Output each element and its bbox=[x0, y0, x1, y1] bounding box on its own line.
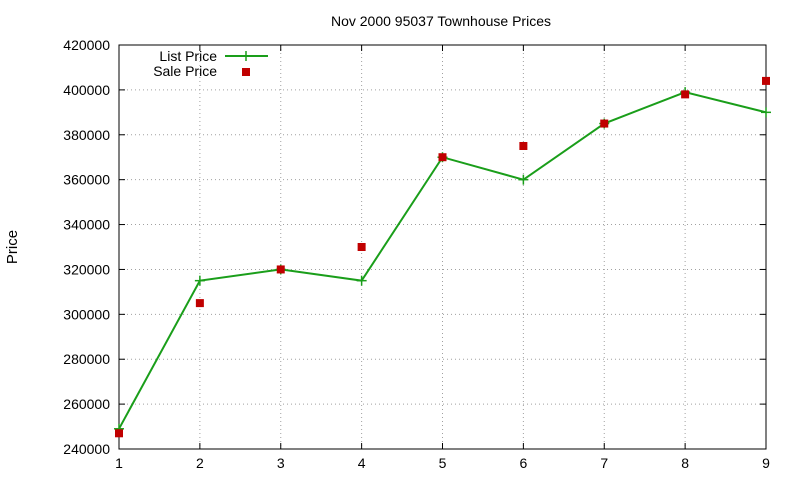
y-tick-label: 240000 bbox=[63, 441, 110, 457]
series-line-list-price bbox=[118, 91, 767, 430]
x-tick-label: 3 bbox=[277, 455, 285, 471]
legend-marker-sale-price bbox=[242, 68, 250, 76]
legend: List Price Sale Price bbox=[153, 48, 268, 79]
sale-price-point bbox=[357, 243, 366, 251]
x-tick-label: 6 bbox=[519, 455, 527, 471]
x-tick-label: 4 bbox=[358, 455, 366, 471]
list-price-point bbox=[194, 275, 205, 286]
chart-title: Nov 2000 95037 Townhouse Prices bbox=[331, 13, 551, 29]
y-tick-label: 260000 bbox=[63, 396, 110, 412]
y-tick-label: 320000 bbox=[63, 261, 110, 277]
x-tick-label: 2 bbox=[196, 455, 204, 471]
y-tick-label: 400000 bbox=[63, 82, 110, 98]
x-tick-label: 5 bbox=[439, 455, 447, 471]
x-tick-label: 8 bbox=[681, 455, 689, 471]
x-tick-label: 7 bbox=[600, 455, 608, 471]
y-axis-label: Price bbox=[4, 230, 21, 264]
sale-price-point bbox=[762, 76, 770, 85]
legend-marker-list-price bbox=[241, 51, 251, 61]
y-tick-label: 360000 bbox=[63, 172, 110, 188]
sale-price-point bbox=[438, 153, 447, 162]
sale-price-point bbox=[276, 265, 285, 274]
sale-price-point bbox=[681, 90, 690, 99]
list-price-point bbox=[356, 275, 367, 286]
legend-label-sale-price: Sale Price bbox=[153, 63, 217, 79]
y-tick-label: 380000 bbox=[63, 127, 110, 143]
list-price-point bbox=[518, 174, 529, 185]
series bbox=[114, 76, 771, 438]
x-tick-label: 1 bbox=[115, 455, 123, 471]
sale-price-point bbox=[600, 119, 609, 128]
x-tick-label: 9 bbox=[762, 455, 770, 471]
y-tick-label: 280000 bbox=[63, 351, 110, 367]
y-tick-label: 420000 bbox=[63, 37, 110, 53]
list-price-point bbox=[761, 107, 771, 118]
sale-price-point bbox=[115, 429, 123, 438]
sale-price-point bbox=[519, 142, 528, 150]
legend-label-list-price: List Price bbox=[159, 48, 217, 64]
sale-price-point bbox=[195, 299, 204, 308]
plot-frame bbox=[118, 44, 767, 450]
grid bbox=[119, 45, 766, 449]
y-tick-label: 340000 bbox=[63, 217, 110, 233]
axis-ticks: 240000 260000 280000 300000 320000 340000 3600… bbox=[63, 37, 770, 471]
y-tick-label: 300000 bbox=[63, 306, 110, 322]
